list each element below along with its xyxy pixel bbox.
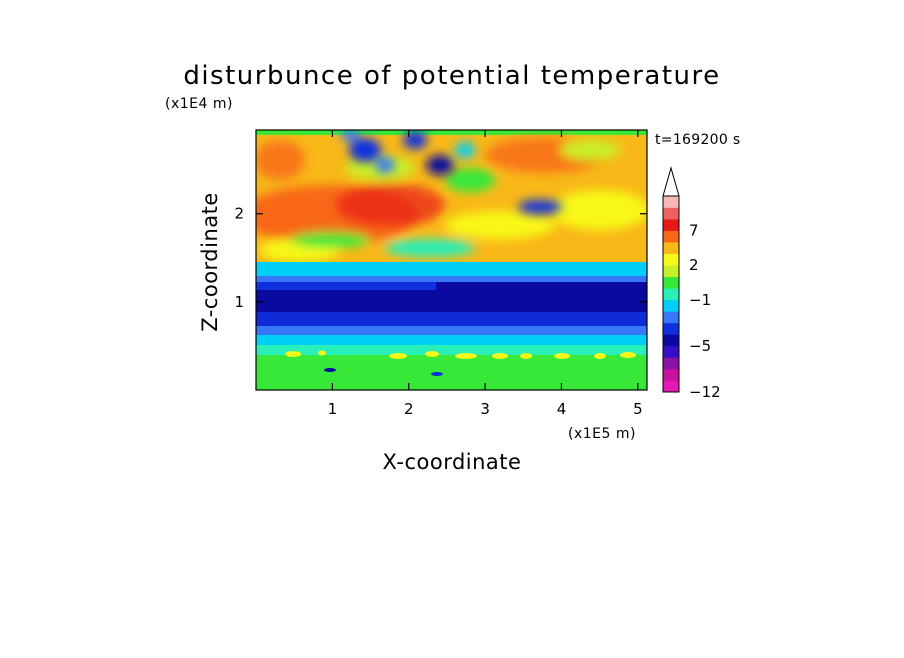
chart-title: disturbunce of potential temperature [183,61,720,91]
colorbar-segment [663,322,679,335]
y-axis-label: Z-coordinate [198,192,222,332]
colorbar-segment [663,299,679,312]
colorbar-segment [663,357,679,370]
colorbar [662,166,680,393]
colorbar-segment [663,196,679,208]
x-tick-label: 4 [557,400,567,418]
colorbar-segment [663,230,679,243]
colorbar-ticks: 7 2 −1 −5 −12 [689,222,721,401]
colorbar-segment [663,219,679,231]
colorbar-segment [663,380,679,393]
colorbar-segment [663,368,679,381]
time-label: t=169200 s [655,132,740,148]
colorbar-tick-label: 7 [689,222,699,240]
x-unit-label: (x1E5 m) [568,426,636,442]
colorbar-tick-label: −12 [689,383,721,401]
colorbar-segment [663,311,679,324]
colorbar-tick-label: 2 [689,256,699,274]
y-tick-label: 1 [234,293,244,311]
colorbar-segment [663,265,679,278]
colorbar-segment [663,242,679,254]
x-axis-label: X-coordinate [383,450,522,474]
x-tick-label: 2 [404,400,414,418]
colorbar-tick-label: −1 [689,291,711,309]
colorbar-segment [663,288,679,301]
contour-field [256,130,647,390]
y-unit-label: (x1E4 m) [165,96,233,112]
x-tick-label: 5 [633,400,643,418]
colorbar-segment [663,276,679,289]
plot-frame [255,129,648,391]
y-axis: 12 [234,205,647,311]
colorbar-segment [663,334,679,347]
colorbar-tick-label: −5 [689,337,711,355]
colorbar-segment [663,207,679,220]
x-axis: 1 2 3 4 5 [328,130,643,418]
y-tick-label: 2 [234,205,244,223]
colorbar-segment [663,345,679,358]
x-tick-label: 3 [480,400,490,418]
x-tick-label: 1 [328,400,338,418]
colorbar-extend-arrow [662,166,680,197]
colorbar-segment [663,253,679,266]
